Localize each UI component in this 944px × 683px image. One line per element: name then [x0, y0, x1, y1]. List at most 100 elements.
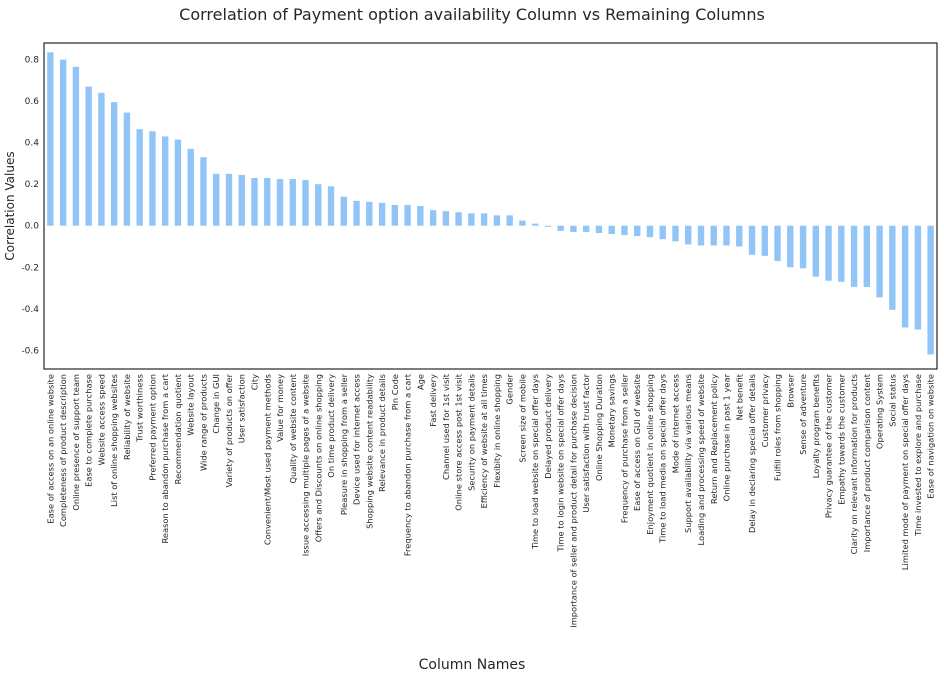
x-tick-label: Screen size of mobile [517, 374, 527, 463]
bar [506, 215, 513, 226]
x-tick-label: Mode of internet access [670, 374, 680, 473]
x-tick-label: City [249, 374, 259, 390]
x-tick-label: Pin Code [390, 374, 400, 410]
bar [901, 225, 909, 328]
bar [889, 225, 896, 310]
x-tick-label: User satisfaction with trust factor [581, 373, 591, 512]
x-tick-label: Return and Replacement policy [709, 374, 719, 504]
bar [98, 92, 105, 226]
x-tick-label: Time to load website on special offer da… [530, 374, 540, 550]
x-tick-label: Net benefit [734, 373, 744, 420]
bar [162, 136, 169, 226]
bar [519, 220, 526, 226]
bar [761, 225, 768, 256]
bar [634, 225, 641, 237]
x-tick-label: Fulfill roles from shopping [773, 374, 783, 481]
bar [493, 215, 501, 226]
bar [238, 174, 245, 226]
x-tick-label: Delay in declaring special offer details [747, 374, 757, 533]
bar [327, 186, 335, 226]
plot-frame [43, 42, 938, 370]
x-tick-label: Time invested to explore and purchase [913, 374, 923, 537]
bar [672, 225, 679, 242]
x-tick-label: Delayed product delivery [543, 374, 553, 479]
x-axis-label: Column Names [418, 657, 526, 673]
bar [315, 184, 322, 226]
x-tick-label: Security on payment details [466, 374, 476, 491]
bar [391, 204, 399, 226]
bar [697, 225, 705, 246]
bar [736, 225, 743, 247]
bar [264, 177, 271, 226]
x-tick-label: User satisfaction [237, 374, 247, 443]
x-tick-label: Efficiency of website at all times [479, 374, 489, 508]
bar [251, 177, 258, 226]
bar [608, 225, 615, 235]
bar [723, 225, 730, 246]
x-tick-label: Loading and processing speed of website [696, 374, 706, 545]
bar [353, 200, 360, 226]
bar [927, 225, 934, 355]
bar [59, 59, 67, 226]
x-tick-label: Device used for internet access [352, 374, 362, 505]
bar [595, 225, 603, 233]
bar [276, 179, 284, 226]
x-tick-label: Monetary savings [607, 374, 617, 447]
bar [659, 225, 666, 240]
x-tick-label: Support availability via various means [683, 374, 693, 533]
y-axis-ticks: -0.6 -0.4 -0.2 0.0 0.2 0.4 0.6 0.8 [21, 56, 39, 357]
bar [544, 225, 552, 227]
bar [570, 225, 577, 232]
bar [123, 112, 131, 226]
x-tick-label: Online presence of support team [71, 374, 81, 511]
bar [455, 212, 462, 226]
bar [914, 225, 922, 330]
bar [378, 202, 386, 226]
bar [621, 225, 628, 236]
x-tick-label: Privacy guarantee of the customer [824, 373, 834, 518]
bar [404, 204, 411, 226]
bar [442, 211, 450, 226]
bar [85, 86, 92, 226]
bar [187, 148, 194, 226]
y-tick-label: 0.4 [25, 139, 40, 149]
x-tick-label: Completeness of product description [58, 374, 68, 527]
x-tick-label: Online Shopping Duration [594, 374, 604, 481]
x-tick-label: Importance of seller and product detail … [568, 374, 578, 628]
x-tick-label: Reason to abandon purchase from a cart [160, 373, 170, 543]
bar [149, 131, 156, 226]
x-tick-label: Fast delivery [428, 374, 438, 427]
bar [710, 225, 717, 246]
x-tick-label: Clarity on relevant information for prod… [849, 374, 859, 554]
x-tick-label: Gender [505, 373, 515, 404]
bar [417, 206, 424, 226]
bar [646, 225, 654, 238]
x-tick-label: Time to login website on special offer d… [556, 374, 566, 553]
x-tick-label: Offers and Discounts on online shopping [313, 374, 323, 542]
bar [863, 225, 871, 287]
x-tick-label: Preferred payment option [147, 374, 157, 481]
x-tick-label: Frequency to abandon purchase from a car… [403, 373, 413, 556]
x-tick-label: Change in GUI [211, 374, 221, 434]
x-tick-label: Online store access post 1st visit [454, 373, 464, 511]
y-tick-label: 0.2 [25, 180, 39, 190]
x-tick-label: Online purchase in past 1 year [722, 373, 732, 501]
bar [850, 225, 858, 287]
bar [200, 157, 207, 226]
bar [787, 225, 794, 268]
x-tick-label: Time to load media on special offer days [658, 374, 668, 544]
x-tick-label: Empathy towards the customer [836, 373, 846, 504]
bar [582, 225, 590, 232]
bar [213, 173, 220, 226]
bar [429, 210, 437, 226]
x-tick-label: Wide range of products [198, 374, 208, 471]
bar [685, 225, 692, 245]
x-tick-label: Enjoyment quotient in online shopping [645, 374, 655, 535]
bar [748, 225, 756, 255]
bar [531, 223, 539, 226]
x-tick-label: Frequency of purchase from a seller [619, 373, 629, 523]
x-tick-label: Age [415, 374, 425, 390]
x-tick-label: Channel used for 1st visit [441, 373, 451, 480]
x-tick-label: List of online shopping websites [109, 374, 119, 507]
